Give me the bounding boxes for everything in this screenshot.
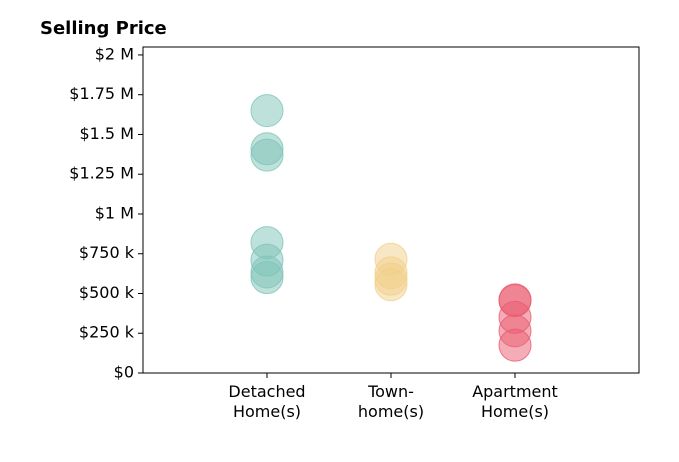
y-tick-label: $1.25 M <box>69 164 134 183</box>
y-tick-label: $250 k <box>79 323 135 342</box>
y-tick-label: $1.75 M <box>69 84 134 103</box>
x-tick-label-line: Apartment <box>472 382 558 401</box>
y-tick-label: $500 k <box>79 283 135 302</box>
x-tick-label: Town-home(s) <box>358 382 424 421</box>
y-tick-label: $2 M <box>95 44 134 63</box>
point <box>250 94 284 128</box>
y-tick-label: $1 M <box>95 203 134 222</box>
plot-frame <box>142 46 640 374</box>
x-tick-label-line: Town- <box>367 382 414 401</box>
point <box>498 328 532 362</box>
x-tick-label: Apartment Home(s) <box>472 382 558 421</box>
x-tick-label-line: home(s) <box>358 402 424 421</box>
y-tick-label: $1.5 M <box>79 124 134 143</box>
x-tick-label: Detached Home(s) <box>228 382 305 421</box>
y-tick-label: $750 k <box>79 243 135 262</box>
chart-title: Selling Price <box>40 18 167 39</box>
point <box>374 268 408 302</box>
point <box>250 261 284 295</box>
x-tick-label-line: Home(s) <box>233 402 301 421</box>
x-tick-label-line: Detached <box>228 382 305 401</box>
point <box>250 138 284 172</box>
y-tick-label: $0 <box>114 363 134 382</box>
x-tick-label-line: Home(s) <box>481 402 549 421</box>
